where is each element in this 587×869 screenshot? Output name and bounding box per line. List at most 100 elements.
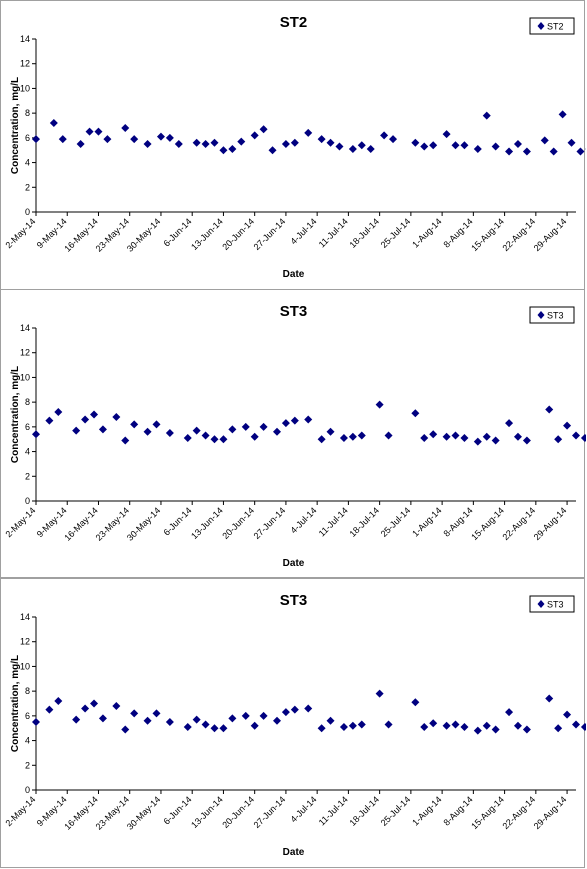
data-point	[76, 140, 85, 149]
y-tick-label: 2	[25, 182, 30, 192]
data-point	[554, 724, 563, 733]
data-point	[572, 431, 580, 440]
legend-label: ST3	[547, 600, 564, 610]
y-tick-label: 0	[25, 496, 30, 506]
x-tick-label: 30-May-14	[125, 794, 162, 831]
x-tick-label: 2-May-14	[3, 505, 37, 539]
x-tick-label: 18-Jul-14	[347, 505, 381, 539]
legend-marker	[537, 311, 545, 319]
data-point	[290, 416, 299, 425]
data-point	[420, 142, 429, 151]
x-tick-label: 11-Jul-14	[317, 216, 350, 249]
x-tick-label: 1-Aug-14	[410, 505, 443, 538]
legend-marker	[537, 22, 545, 30]
data-point	[326, 138, 335, 147]
data-point	[121, 725, 130, 734]
data-point	[183, 433, 192, 442]
data-point	[272, 716, 281, 725]
data-point	[130, 420, 139, 429]
chart-panel-st3-b: ST3 0 2 4 6 8 10 12 14 2-May-14 9-May-14 16-May-14 2…	[0, 578, 586, 868]
data-point	[375, 689, 384, 698]
data-point	[237, 137, 246, 146]
data-point	[259, 125, 268, 134]
data-point	[32, 430, 40, 439]
x-tick-label: 25-Jul-14	[379, 794, 413, 828]
data-point	[81, 415, 90, 424]
data-point	[384, 720, 393, 729]
data-point	[522, 725, 531, 734]
data-point	[513, 432, 522, 441]
data-point	[94, 127, 103, 136]
x-axis-label: Date	[283, 847, 305, 858]
data-point	[563, 710, 572, 719]
chart-svg: ST3024681012142-May-149-May-1416-May-142…	[3, 303, 586, 569]
data-point	[281, 419, 290, 428]
y-tick-label: 6	[25, 422, 30, 432]
data-point	[54, 697, 63, 706]
data-point	[460, 433, 469, 442]
x-tick-label: 27-Jun-14	[252, 216, 288, 252]
data-point	[250, 432, 259, 441]
data-point	[451, 431, 460, 440]
data-point	[348, 721, 357, 730]
data-point	[228, 425, 237, 434]
data-point	[380, 131, 389, 140]
chart-svg: ST2024681012142-May-149-May-1416-May-142…	[3, 14, 586, 280]
x-tick-label: 25-Jul-14	[379, 505, 413, 539]
data-point	[375, 400, 384, 409]
data-point	[165, 429, 174, 438]
data-point	[228, 714, 237, 723]
data-point	[357, 720, 366, 729]
data-point	[156, 132, 165, 141]
data-point	[411, 138, 420, 147]
y-tick-label: 14	[20, 34, 30, 44]
data-point	[411, 698, 420, 707]
y-axis-label: Concentration, mg/L	[10, 77, 21, 174]
data-point	[357, 141, 366, 150]
data-point	[580, 722, 586, 731]
x-tick-label: 15-Aug-14	[469, 216, 506, 253]
data-point	[130, 135, 139, 144]
data-point	[81, 704, 90, 713]
x-tick-label: 29-Aug-14	[532, 794, 569, 831]
data-point	[152, 709, 161, 718]
y-tick-label: 8	[25, 397, 30, 407]
data-point	[72, 426, 81, 435]
x-tick-label: 27-Jun-14	[252, 505, 288, 541]
data-point	[505, 419, 514, 428]
data-point	[32, 718, 40, 727]
data-point	[384, 431, 393, 440]
x-tick-label: 15-Aug-14	[469, 794, 506, 831]
data-point	[259, 422, 268, 431]
x-tick-label: 30-May-14	[125, 216, 162, 253]
data-point	[339, 433, 348, 442]
data-point	[219, 435, 228, 444]
x-tick-label: 30-May-14	[125, 505, 162, 542]
data-point	[357, 431, 366, 440]
data-point	[473, 437, 482, 446]
data-point	[201, 720, 210, 729]
legend-marker	[537, 600, 545, 608]
x-tick-label: 22-Aug-14	[500, 216, 537, 253]
legend: ST3	[529, 306, 575, 324]
x-tick-label: 15-Aug-14	[469, 505, 506, 542]
x-tick-label: 6-Jun-14	[161, 505, 193, 537]
data-point	[491, 436, 500, 445]
y-tick-label: 12	[20, 348, 30, 358]
data-point	[85, 127, 94, 136]
data-point	[45, 416, 54, 425]
data-point	[326, 716, 335, 725]
x-tick-label: 6-Jun-14	[161, 794, 193, 826]
x-tick-label: 18-Jul-14	[347, 794, 381, 828]
data-point	[112, 701, 121, 710]
data-point	[482, 432, 491, 441]
data-point	[72, 715, 81, 724]
y-tick-label: 2	[25, 471, 30, 481]
y-tick-label: 4	[25, 158, 30, 168]
data-point	[241, 711, 250, 720]
data-point	[442, 432, 451, 441]
x-tick-label: 4-Jul-14	[289, 216, 319, 246]
data-point	[192, 138, 201, 147]
data-point	[219, 146, 228, 155]
data-point	[585, 148, 586, 150]
